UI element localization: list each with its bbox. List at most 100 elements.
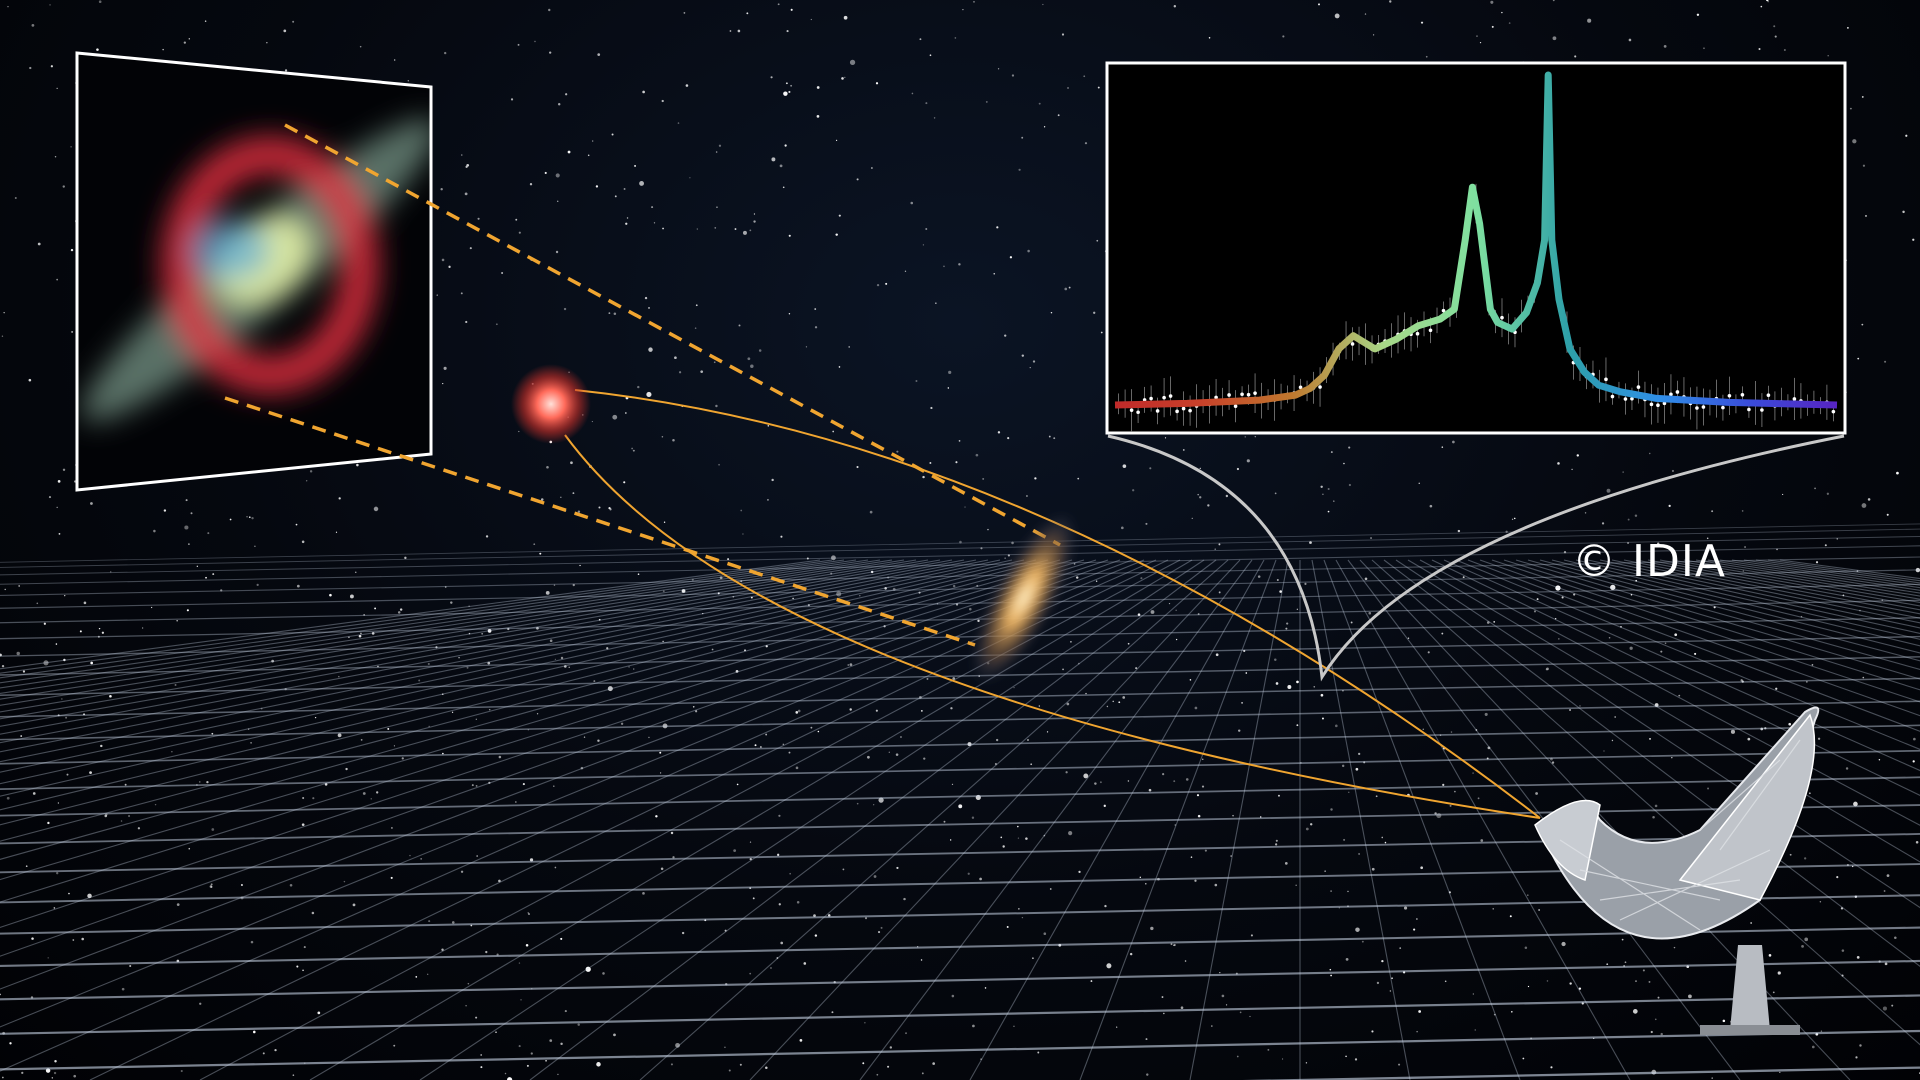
star — [174, 683, 177, 686]
star — [685, 84, 689, 87]
star — [1194, 706, 1198, 710]
star — [788, 313, 791, 315]
star — [83, 713, 85, 716]
data-point — [1240, 392, 1244, 397]
star — [1295, 884, 1297, 886]
star — [780, 941, 784, 945]
star — [1057, 114, 1060, 117]
grid-line — [0, 528, 1920, 568]
star — [918, 696, 922, 699]
star — [1427, 651, 1430, 654]
star — [248, 728, 250, 730]
star — [948, 370, 952, 374]
star — [1474, 1029, 1477, 1031]
star — [1100, 331, 1103, 334]
star — [1170, 943, 1173, 946]
star — [1175, 638, 1178, 641]
star — [1361, 940, 1364, 943]
star — [1902, 210, 1905, 214]
star — [984, 987, 987, 989]
star — [465, 320, 468, 324]
star — [889, 1046, 893, 1049]
star — [296, 965, 299, 968]
data-point — [1181, 406, 1186, 411]
star — [518, 962, 521, 964]
data-point — [1766, 393, 1771, 398]
star — [554, 658, 556, 660]
star — [1017, 825, 1019, 828]
star — [25, 865, 28, 867]
grid-line — [0, 926, 1920, 967]
star — [555, 250, 559, 254]
star — [831, 555, 836, 561]
star — [1569, 709, 1571, 711]
star — [171, 751, 173, 753]
grid-line — [0, 994, 1920, 1035]
star — [1135, 667, 1138, 670]
star — [1913, 737, 1916, 741]
star — [1420, 866, 1424, 870]
star — [1279, 590, 1283, 593]
star — [98, 627, 101, 630]
star — [1891, 1004, 1894, 1007]
star — [204, 20, 207, 22]
grid-line — [0, 569, 1920, 609]
star — [510, 98, 514, 101]
star — [488, 781, 491, 784]
star — [451, 921, 455, 924]
star — [754, 744, 757, 747]
star — [1021, 916, 1024, 919]
star — [1865, 214, 1867, 217]
star — [1449, 804, 1452, 807]
grid-line — [1455, 559, 1920, 750]
star — [626, 217, 629, 219]
star — [301, 540, 305, 544]
star — [567, 150, 571, 154]
star — [1013, 687, 1015, 689]
star — [1043, 834, 1046, 837]
data-point — [1669, 392, 1673, 397]
data-point — [1168, 394, 1173, 398]
grid-line — [0, 559, 929, 720]
star — [732, 595, 735, 598]
star — [952, 584, 956, 588]
star — [572, 492, 575, 495]
star — [633, 668, 635, 670]
star — [1841, 974, 1844, 977]
star — [864, 1022, 866, 1024]
star — [1214, 883, 1218, 887]
star — [1225, 1004, 1228, 1006]
grid-line — [0, 559, 1037, 811]
star — [536, 626, 539, 630]
grid-line — [0, 635, 1920, 676]
star — [1358, 853, 1360, 855]
star — [1196, 794, 1200, 797]
star — [715, 151, 718, 153]
star — [958, 263, 961, 266]
star — [1657, 996, 1660, 999]
star — [1075, 576, 1079, 579]
star — [816, 115, 820, 118]
star — [1389, 0, 1392, 3]
star — [681, 589, 686, 593]
grid-line — [1419, 559, 1920, 826]
star — [314, 716, 317, 719]
star — [1622, 471, 1624, 473]
star — [1046, 731, 1049, 733]
star — [1779, 1071, 1781, 1074]
star — [870, 167, 873, 169]
star — [1859, 609, 1861, 612]
star — [875, 709, 878, 712]
star — [1275, 843, 1278, 846]
star — [713, 361, 716, 364]
star — [659, 772, 662, 774]
star — [289, 883, 293, 887]
star — [90, 502, 93, 505]
star — [1776, 548, 1778, 551]
star — [180, 1069, 183, 1073]
star — [739, 1063, 742, 1066]
star — [153, 529, 156, 533]
star — [1522, 1057, 1525, 1060]
star — [1420, 21, 1424, 24]
star — [1174, 824, 1176, 826]
